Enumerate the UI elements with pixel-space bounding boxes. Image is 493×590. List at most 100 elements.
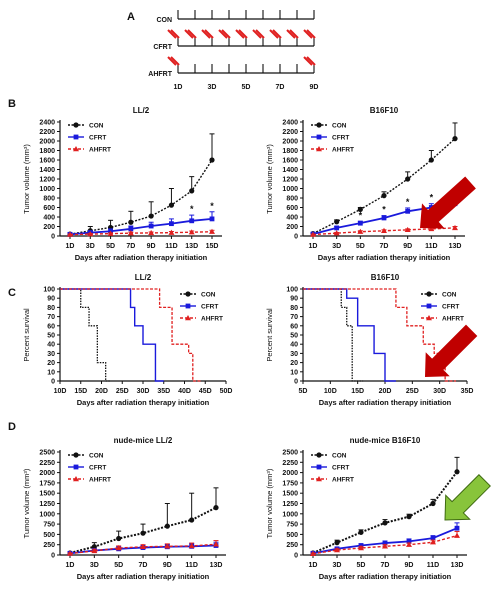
x-tick-label: 20D [95, 388, 108, 395]
x-tick-label: 9D [163, 562, 172, 569]
y-tick-label: 90 [47, 296, 55, 303]
survival-curve [60, 288, 110, 382]
data-point [107, 230, 114, 236]
radiation-mark-stroke [235, 29, 245, 39]
legend-item-cfrt: CFRT [68, 135, 106, 142]
radiation-mark-stroke [167, 29, 177, 39]
y-tick-label: 2000 [39, 470, 55, 477]
x-tick-label: 45D [199, 388, 212, 395]
x-tick-label: 25D [116, 388, 129, 395]
x-tick-label: 1D [66, 243, 75, 250]
y-tick-label: 20 [290, 360, 298, 367]
significance-star: * [359, 210, 363, 220]
data-point [334, 219, 340, 225]
x-tick-label: 25D [406, 388, 419, 395]
x-tick-label: 3D [90, 562, 99, 569]
legend-label: CFRT [201, 304, 218, 311]
data-point [382, 520, 388, 526]
schedule-day-label: 3D [208, 84, 217, 91]
x-tick-label: 5D [356, 243, 365, 250]
radiation-mark-icon [235, 29, 248, 39]
legend: CON CFRT AHFRT [68, 452, 111, 484]
red-arrow-icon [425, 324, 478, 377]
y-tick-label: 90 [290, 296, 298, 303]
y-tick-label: 0 [294, 553, 298, 560]
legend-label: CON [332, 123, 347, 130]
legend-label: CFRT [442, 304, 459, 311]
legend-item-cfrt: CFRT [311, 465, 349, 472]
data-point [406, 514, 412, 520]
legend-label: CFRT [89, 465, 106, 472]
x-tick-label: 7D [380, 243, 389, 250]
data-point [426, 291, 432, 297]
x-tick-label: 15D [206, 243, 219, 250]
radiation-mark-icon [167, 56, 180, 66]
data-point [67, 231, 73, 237]
y-tick-label: 2200 [39, 129, 55, 136]
survival-curve [303, 288, 364, 382]
panel-letter: B [8, 98, 16, 110]
radiation-mark-stroke [221, 29, 231, 39]
data-point [209, 228, 215, 234]
x-tick-label: 7D [139, 562, 148, 569]
legend-label: CON [201, 292, 216, 299]
data-point [334, 540, 340, 546]
x-tick-label: 11D [185, 562, 197, 569]
series-con [310, 456, 460, 556]
schedule-row: CON [156, 10, 315, 24]
legend-item-con: CON [311, 122, 347, 130]
data-point [188, 229, 195, 235]
y-tick-label: 10 [47, 369, 55, 376]
y-tick-label: 2400 [282, 120, 298, 127]
x-tick-label: 9D [403, 243, 412, 250]
schedule-row: AHFRT [148, 56, 316, 78]
chart-d-left: nude-mice LL/2 0 250 500 750 1000 1250 1500 1750… [22, 436, 226, 581]
data-point [333, 230, 340, 236]
legend-label: AHFRT [89, 147, 111, 154]
data-point [428, 157, 434, 163]
y-tick-label: 1750 [39, 480, 55, 487]
data-point [357, 228, 364, 234]
data-point [316, 122, 322, 128]
y-tick-label: 0 [51, 553, 55, 560]
legend-item-con: CON [180, 291, 216, 299]
legend-label: CON [89, 453, 104, 460]
x-tick-label: 30D [137, 388, 150, 395]
y-tick-label: 1500 [39, 491, 55, 498]
x-tick-label: 7D [126, 243, 135, 250]
data-point [381, 215, 387, 221]
y-tick-label: 1750 [282, 480, 298, 487]
legend-item-cfrt: CFRT [68, 465, 106, 472]
y-tick-label: 800 [286, 196, 298, 203]
data-point [73, 452, 79, 458]
radiation-mark-stroke [289, 29, 299, 39]
legend-item-cfrt: CFRT [311, 135, 349, 142]
data-point [381, 193, 387, 199]
legend: CON CFRT AHFRT [421, 291, 464, 323]
chart-title: B16F10 [370, 106, 399, 115]
data-point [454, 532, 460, 538]
x-tick-label: 3D [333, 562, 342, 569]
y-tick-label: 0 [294, 234, 298, 241]
legend-label: CFRT [332, 135, 349, 142]
y-tick-label: 80 [290, 305, 298, 312]
x-axis-label: Days after radiation therapy initiation [319, 572, 452, 581]
data-point [140, 530, 146, 536]
series-ahfrt [310, 531, 460, 556]
x-tick-label: 3D [332, 243, 341, 250]
data-point [148, 223, 154, 229]
y-tick-label: 2000 [282, 139, 298, 146]
data-point [185, 291, 191, 297]
x-axis-label: Days after radiation therapy initiation [318, 253, 451, 262]
y-tick-label: 40 [290, 342, 298, 349]
y-tick-label: 10 [290, 369, 298, 376]
chart-title: LL/2 [133, 106, 150, 115]
y-tick-label: 400 [43, 215, 55, 222]
radiation-mark-icon [201, 29, 214, 39]
radiation-mark-icon [252, 29, 265, 39]
x-tick-label: 11D [425, 243, 437, 250]
radiation-mark-stroke [187, 29, 197, 39]
radiation-mark-stroke [303, 29, 313, 39]
data-point [189, 218, 195, 224]
series-ahfrt [310, 224, 458, 237]
